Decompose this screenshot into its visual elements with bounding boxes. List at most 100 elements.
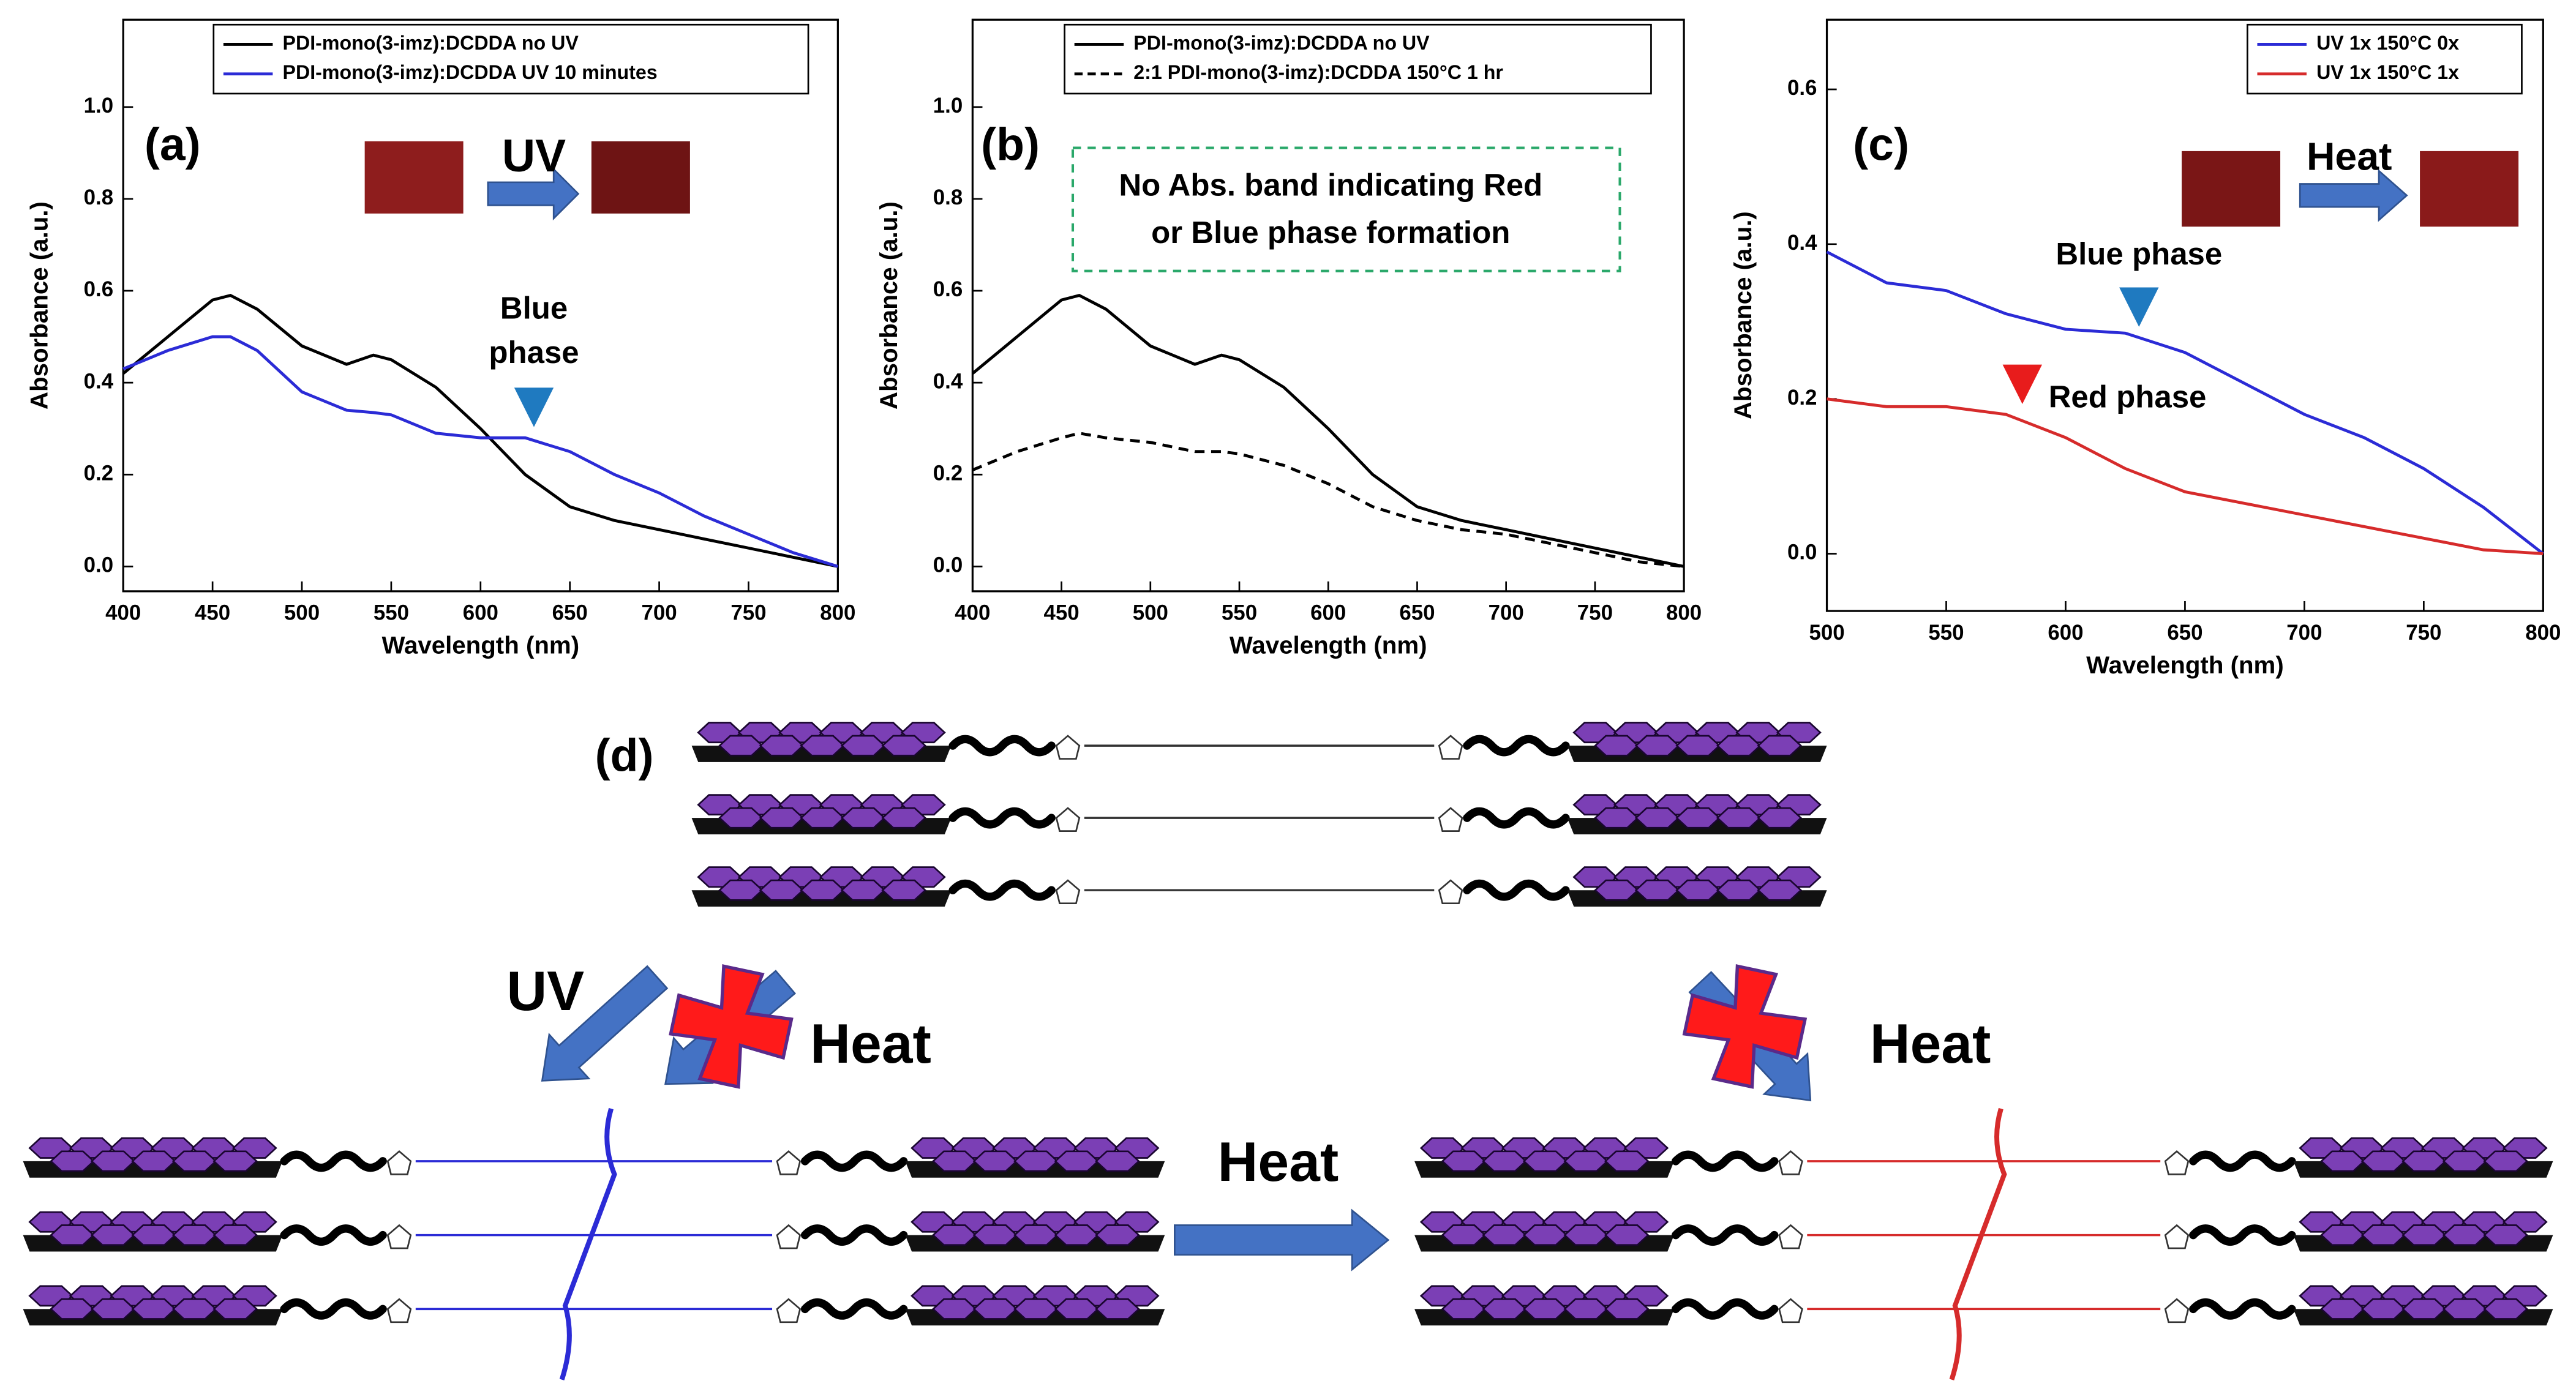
block-arrow (541, 965, 669, 1082)
hexagon (2401, 1150, 2447, 1172)
y-tick-label: 0.8 (933, 185, 963, 209)
hexagon (1482, 1224, 1527, 1246)
hexagon (881, 735, 927, 757)
hexagon (131, 1224, 177, 1246)
alkyl-chain (948, 879, 1056, 901)
hexagon (1716, 879, 1762, 901)
hexagon (718, 807, 764, 829)
panel-label: (b) (981, 118, 1040, 170)
hexagon (2320, 1224, 2365, 1246)
hexagon (2360, 1150, 2406, 1172)
x-axis-label: Wavelength (nm) (1230, 632, 1427, 659)
hexagon (1563, 1224, 1609, 1246)
y-tick-label: 0.4 (84, 369, 114, 393)
x-tick-label: 600 (2048, 621, 2083, 645)
hexagon (212, 1150, 258, 1172)
hexagon (1594, 879, 1639, 901)
panel-label: (c) (1853, 118, 1909, 170)
arrow-label: UV (506, 960, 584, 1022)
imidazole (1778, 1298, 1803, 1323)
alkyl-chain (1463, 879, 1570, 901)
hexagon (1054, 1150, 1100, 1172)
legend-box (212, 23, 809, 95)
hexagon (2483, 1150, 2529, 1172)
y-tick-label: 0.0 (933, 553, 963, 577)
hexagon (2401, 1298, 2447, 1320)
x-tick-label: 700 (641, 601, 677, 625)
hexagon (50, 1224, 95, 1246)
x-tick-label: 500 (284, 601, 320, 625)
annotation: or Blue phase formation (1151, 215, 1510, 250)
arrow (2299, 169, 2408, 222)
hexagon (800, 879, 845, 901)
y-tick-label: 0.6 (933, 277, 963, 301)
legend-label: PDI-mono(3-imz):DCDDA UV 10 minutes (282, 61, 657, 83)
y-tick-label: 0.4 (1787, 231, 1817, 255)
imidazole (2164, 1150, 2190, 1175)
alkyl-chain (1671, 1298, 1779, 1320)
marker (514, 387, 554, 427)
series-line (1827, 397, 2544, 555)
y-tick-label: 1.0 (933, 94, 963, 118)
series-line (1826, 250, 2544, 555)
series-line (972, 432, 1684, 568)
series-line (122, 335, 839, 568)
hexagon (1675, 879, 1721, 901)
legend-label: PDI-mono(3-imz):DCDDA no UV (1133, 32, 1430, 54)
film-photo (591, 141, 690, 214)
alkyl-chain (948, 807, 1056, 829)
hexagon (1604, 1224, 1650, 1246)
hexagon (1522, 1150, 1568, 1172)
diagram: (d) UV Heat Heat Heat (23, 722, 2553, 1380)
x-tick-label: 800 (1666, 601, 1702, 625)
x-tick-label: 400 (105, 601, 141, 625)
imidazole (2164, 1224, 2190, 1249)
x-tick-label: 500 (1133, 601, 1168, 625)
annotation: UV (502, 130, 566, 181)
no-sign (669, 964, 794, 1089)
film-photo (2182, 151, 2281, 227)
hexagon (718, 879, 764, 901)
x-tick-label: 800 (2525, 621, 2561, 645)
hexagon (2320, 1298, 2365, 1320)
imidazole (776, 1298, 802, 1323)
alkyl-chain (1463, 807, 1570, 829)
y-tick-label: 0.0 (1787, 541, 1817, 564)
y-axis-label: Absorbance (a.u.) (1729, 211, 1757, 419)
film-photo (2420, 151, 2519, 227)
y-axis-label: Absorbance (a.u.) (26, 201, 53, 410)
hexagon (931, 1150, 977, 1172)
hexagon (1757, 735, 1803, 757)
x-axis-label: Wavelength (nm) (2086, 651, 2284, 679)
hexagon (90, 1298, 136, 1320)
annotation: Blue phase (2056, 236, 2222, 271)
hexagon (840, 735, 886, 757)
y-tick-label: 0.4 (933, 369, 963, 393)
x-tick-label: 550 (374, 601, 409, 625)
x-tick-label: 700 (2286, 621, 2322, 645)
x-tick-label: 650 (552, 601, 588, 625)
hexagon (1757, 807, 1803, 829)
x-tick-label: 750 (1577, 601, 1613, 625)
hexagon (1604, 1150, 1650, 1172)
hexagon (1013, 1298, 1059, 1320)
hexagon (931, 1298, 977, 1320)
hexagon (931, 1224, 977, 1246)
hexagon (881, 879, 927, 901)
marker (2119, 287, 2159, 327)
x-tick-label: 600 (463, 601, 498, 625)
hexagon (759, 807, 805, 829)
hexagon (90, 1224, 136, 1246)
hexagon (2483, 1224, 2529, 1246)
x-tick-label: 550 (1222, 601, 1257, 625)
hexagon (2360, 1224, 2406, 1246)
alkyl-chain (1671, 1224, 1779, 1246)
imidazole (776, 1150, 802, 1175)
hexagon (972, 1150, 1018, 1172)
hexagon (1095, 1224, 1140, 1246)
imidazole (1778, 1224, 1803, 1249)
annotation: Blue (500, 291, 568, 326)
hexagon (718, 735, 764, 757)
y-tick-label: 0.6 (1787, 76, 1817, 100)
